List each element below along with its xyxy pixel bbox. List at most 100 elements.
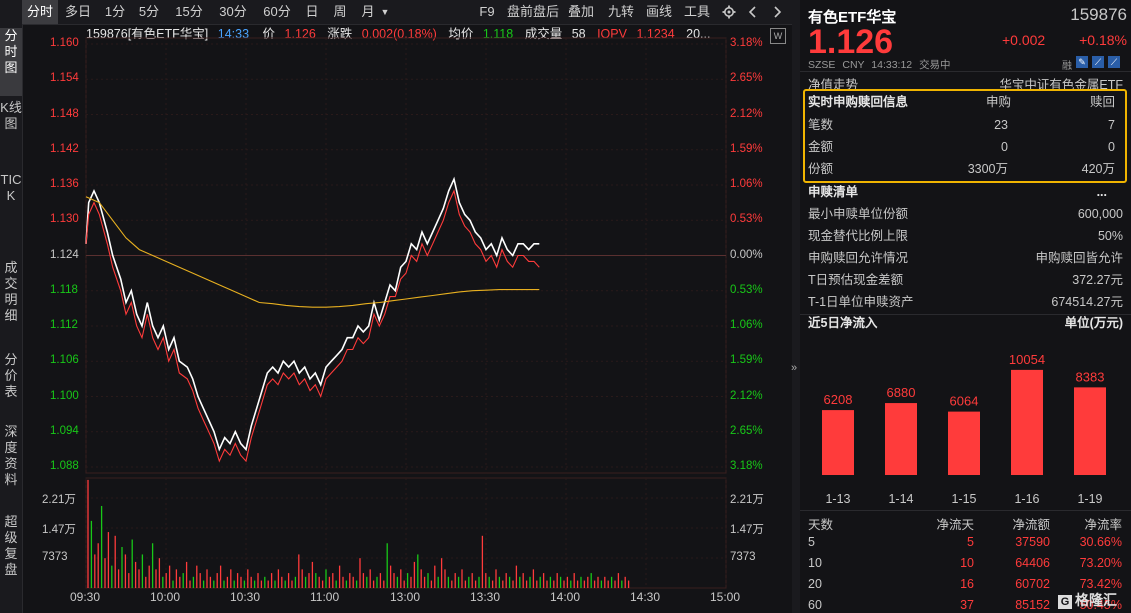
- percent-tick-label: 0.00%: [730, 248, 763, 261]
- realtime-col-sub: 申购: [986, 95, 1012, 109]
- list-more-icon[interactable]: ...: [1096, 185, 1107, 199]
- percent-tick-label: 1.59%: [730, 354, 763, 367]
- fund-change-pct: +0.18%: [1079, 32, 1127, 48]
- tab-duori[interactable]: 多日: [64, 4, 91, 19]
- price-tick-label: 1.118: [50, 283, 78, 296]
- inflow-bar: [948, 411, 980, 475]
- nav-trend-label[interactable]: 净值走势: [808, 78, 859, 92]
- time-tick-label: 13:30: [470, 590, 501, 604]
- tools-button[interactable]: 工具: [683, 4, 710, 19]
- price-lines: [85, 176, 540, 463]
- jiuzhuan-button[interactable]: 九转: [607, 4, 634, 19]
- chevron-left-icon[interactable]: [744, 0, 762, 24]
- pre-post-market-button[interactable]: 盘前盘后: [506, 4, 559, 19]
- tab-month[interactable]: 月: [361, 4, 375, 19]
- time-tick-label: 14:30: [630, 590, 661, 604]
- overlay-button[interactable]: 叠加: [567, 4, 594, 19]
- volume-tick-label: 7373: [42, 551, 68, 563]
- inflow-bar-label: 6880: [887, 385, 916, 400]
- table-cell: 60702: [1015, 577, 1050, 591]
- nav-fupan[interactable]: 超级复盘: [4, 514, 18, 577]
- table-cell: 16: [960, 577, 974, 591]
- pin-icon[interactable]: ⟋: [1092, 56, 1104, 68]
- tab-60min[interactable]: 60分: [263, 4, 291, 19]
- inflow-bar: [885, 403, 917, 475]
- trade-status: 交易中: [919, 59, 951, 71]
- tab-30min[interactable]: 30分: [219, 4, 247, 19]
- margin-badge: 融: [1062, 61, 1072, 72]
- nav-shendu[interactable]: 深度资料: [4, 424, 18, 487]
- price-tick-label: 1.142: [50, 142, 79, 155]
- share-icon[interactable]: ⟋: [1108, 56, 1120, 68]
- average-price-line: [85, 196, 540, 308]
- table-header-cell: 净流率: [1084, 518, 1122, 532]
- nav-tick[interactable]: TICK: [0, 172, 22, 203]
- gear-icon[interactable]: [720, 0, 738, 24]
- tab-day[interactable]: 日: [305, 4, 319, 19]
- price-tick-label: 1.094: [50, 424, 79, 437]
- draw-line-button[interactable]: 画线: [645, 4, 672, 19]
- price-tick-label: 1.112: [50, 319, 78, 331]
- chevron-right-icon[interactable]: [768, 0, 786, 24]
- list-item: 现金替代比例上限 50%: [808, 226, 1123, 247]
- volume-tick-label: 7373: [730, 551, 756, 563]
- table-cell: 5: [967, 535, 974, 549]
- price-tick-label: 1.088: [50, 460, 79, 472]
- percent-tick-label: 2.12%: [730, 389, 763, 402]
- realtime-row-count: 笔数 23 7: [808, 115, 1123, 136]
- realtime-row-label: 金额: [808, 140, 834, 154]
- price-tick-label: 1.106: [50, 354, 79, 367]
- volume-tick-label: 2.21万: [42, 494, 76, 506]
- table-cell: 5: [808, 535, 815, 549]
- collapse-panel-icon[interactable]: »: [791, 362, 798, 374]
- nav-kline[interactable]: K线图: [0, 100, 22, 131]
- tab-1min[interactable]: 1分: [104, 4, 126, 19]
- nav-chengjiao[interactable]: 成交明细: [4, 260, 18, 323]
- list-item-label: T-1日单位申赎资产: [808, 295, 914, 309]
- percent-tick-label: 0.53%: [730, 213, 763, 226]
- time-tick-label: 10:00: [150, 590, 181, 604]
- f9-button[interactable]: F9: [479, 4, 495, 19]
- left-nav: 分时图 K线图 TICK 成交明细 分价表 深度资料 超级复盘: [0, 0, 23, 613]
- table-cell: 73.42%: [1079, 577, 1122, 591]
- tab-5min[interactable]: 5分: [138, 4, 160, 19]
- list-item-value: 674514.27元: [1051, 295, 1123, 309]
- table-cell: 30.66%: [1079, 535, 1122, 549]
- volume-tick-label: 2.21万: [730, 494, 764, 506]
- realtime-row-label: 笔数: [808, 118, 834, 132]
- chart-grid: [85, 37, 727, 589]
- inflow-unit: 单位(万元): [1064, 316, 1123, 330]
- inflow-bar-label: 6064: [950, 394, 979, 409]
- month-dropdown-icon[interactable]: ▼: [380, 7, 390, 17]
- time-tick-label: 14:00: [550, 590, 581, 604]
- time-tick-label: 09:30: [70, 590, 101, 604]
- inflow-category-label: 1-15: [951, 492, 976, 506]
- realtime-subscription-box: [803, 89, 1127, 183]
- list-item-label: 最小申赎单位份额: [808, 207, 909, 221]
- tab-15min[interactable]: 15分: [175, 4, 203, 19]
- nav-fenshi[interactable]: 分时图: [0, 28, 22, 96]
- expand-icon[interactable]: W: [770, 28, 786, 44]
- price-line: [85, 176, 540, 452]
- realtime-red-value: 0: [1108, 140, 1115, 154]
- percent-tick-label: 1.06%: [730, 178, 763, 190]
- table-cell: 73.20%: [1079, 556, 1122, 570]
- volume-tick-label: 1.47万: [42, 524, 76, 536]
- percent-tick-label: 2.65%: [730, 72, 763, 85]
- table-cell: 50.45%: [1079, 598, 1122, 612]
- panel-splitter[interactable]: [792, 0, 800, 613]
- price-tick-label: 1.130: [50, 213, 79, 226]
- price-tick-label: 1.160: [50, 37, 79, 49]
- tab-week[interactable]: 周: [333, 4, 347, 19]
- volume-tick-label: 1.47万: [730, 524, 764, 536]
- list-item-value: 372.27元: [1072, 273, 1123, 287]
- nav-fenjia[interactable]: 分价表: [4, 352, 18, 399]
- edit-icon[interactable]: ✎: [1076, 56, 1088, 68]
- table-header-cell: 天数: [808, 518, 834, 532]
- tab-fenshi[interactable]: 分时: [22, 0, 58, 24]
- watermark-text: 格隆汇: [1075, 592, 1117, 608]
- list-item-label: 现金替代比例上限: [808, 229, 909, 243]
- realtime-row-label: 份额: [808, 162, 834, 176]
- right-panel: 有色ETF华宝 159876 1.126 +0.002 +0.18% SZSE …: [800, 0, 1131, 613]
- time-tick-label: 15:00: [710, 590, 741, 604]
